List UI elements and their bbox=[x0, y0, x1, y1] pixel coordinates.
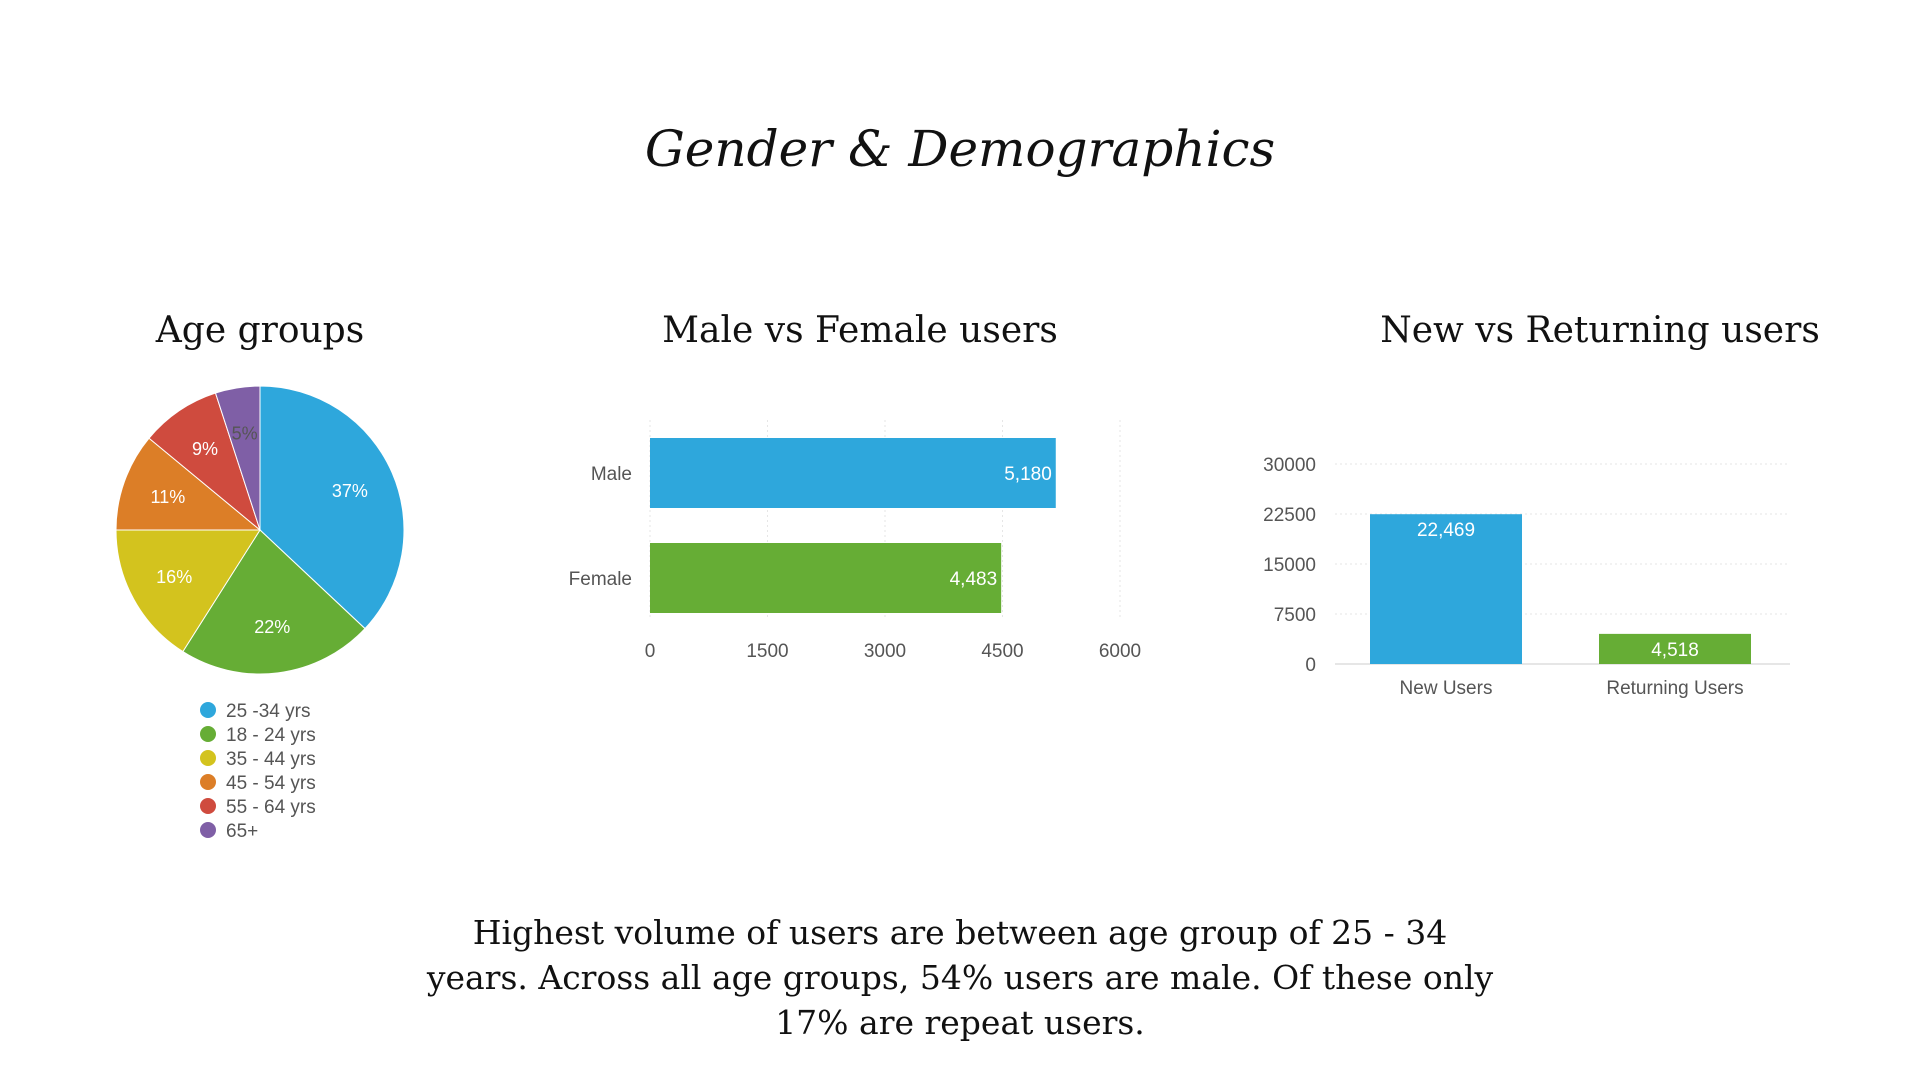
category-label-new-users: New Users bbox=[1400, 678, 1493, 699]
pie-label-0: 37% bbox=[332, 481, 368, 501]
x-tick-label: 4500 bbox=[981, 641, 1023, 662]
pie-slice-4 bbox=[148, 392, 262, 532]
y-tick-label: 22500 bbox=[1263, 505, 1316, 526]
category-label-male: Male bbox=[591, 464, 632, 485]
x-tick-label: 0 bbox=[645, 641, 656, 662]
legend-label-1: 18 - 24 yrs bbox=[226, 725, 316, 746]
age-groups-pie-chart: 37% 22% 16% 11% 9% 5% 25 -34 yrs 18 - 24 yrs 35 … bbox=[115, 385, 405, 842]
pie-slice-2 bbox=[115, 529, 261, 653]
pie-label-2: 16% bbox=[156, 567, 192, 587]
category-label-female: Female bbox=[569, 569, 632, 590]
legend-label-3: 45 - 54 yrs bbox=[226, 773, 316, 794]
y-tick-label: 15000 bbox=[1263, 555, 1316, 576]
y-tick-label: 30000 bbox=[1263, 455, 1316, 476]
slide-title: Gender & Demographics bbox=[644, 120, 1276, 178]
new-returning-bar-chart: 0 7500 15000 22500 30000 22,469 New Users 4,518… bbox=[1263, 455, 1790, 699]
x-tick-label: 3000 bbox=[864, 641, 906, 662]
pie-label-5: 5% bbox=[232, 423, 258, 443]
pie-slice-1 bbox=[182, 529, 366, 675]
bar-returning-users bbox=[1599, 633, 1751, 664]
legend-swatch-4 bbox=[200, 798, 216, 814]
pie-label-4: 9% bbox=[192, 439, 218, 459]
legend-swatch-3 bbox=[200, 774, 216, 790]
bar-male bbox=[650, 438, 1056, 508]
category-label-returning-users: Returning Users bbox=[1606, 678, 1743, 699]
data-label-new-users: 22,469 bbox=[1417, 520, 1475, 541]
data-label-returning-users: 4,518 bbox=[1651, 640, 1699, 661]
legend-swatch-1 bbox=[200, 726, 216, 742]
y-tick-label: 0 bbox=[1305, 655, 1316, 676]
legend-label-2: 35 - 44 yrs bbox=[226, 749, 316, 770]
legend-label-5: 65+ bbox=[226, 821, 258, 842]
legend-label-4: 55 - 64 yrs bbox=[226, 797, 316, 818]
y-tick-label: 7500 bbox=[1274, 605, 1316, 626]
x-tick-label: 1500 bbox=[746, 641, 788, 662]
gender-chart-title: Male vs Female users bbox=[662, 310, 1058, 351]
bar-female bbox=[650, 543, 1002, 613]
legend-swatch-2 bbox=[200, 750, 216, 766]
legend-swatch-5 bbox=[200, 822, 216, 838]
data-label-male: 5,180 bbox=[1004, 464, 1052, 485]
pie-slice-0 bbox=[259, 385, 405, 630]
legend-swatch-0 bbox=[200, 702, 216, 718]
age-groups-title: Age groups bbox=[155, 310, 365, 351]
pie-slice-3 bbox=[115, 437, 262, 531]
pie-label-1: 22% bbox=[254, 617, 290, 637]
pie-slice-5 bbox=[214, 385, 261, 531]
new-returning-title: New vs Returning users bbox=[1380, 310, 1820, 351]
legend-label-0: 25 -34 yrs bbox=[226, 701, 310, 722]
data-label-female: 4,483 bbox=[950, 569, 998, 590]
bar-new-users bbox=[1370, 514, 1522, 664]
gender-bar-chart: 0 1500 3000 4500 6000 Male 5,180 Female 4,483 bbox=[569, 420, 1141, 662]
summary-text: Highest volume of users are between age … bbox=[426, 913, 1494, 1042]
x-tick-label: 6000 bbox=[1099, 641, 1141, 662]
pie-label-3: 11% bbox=[151, 487, 186, 507]
